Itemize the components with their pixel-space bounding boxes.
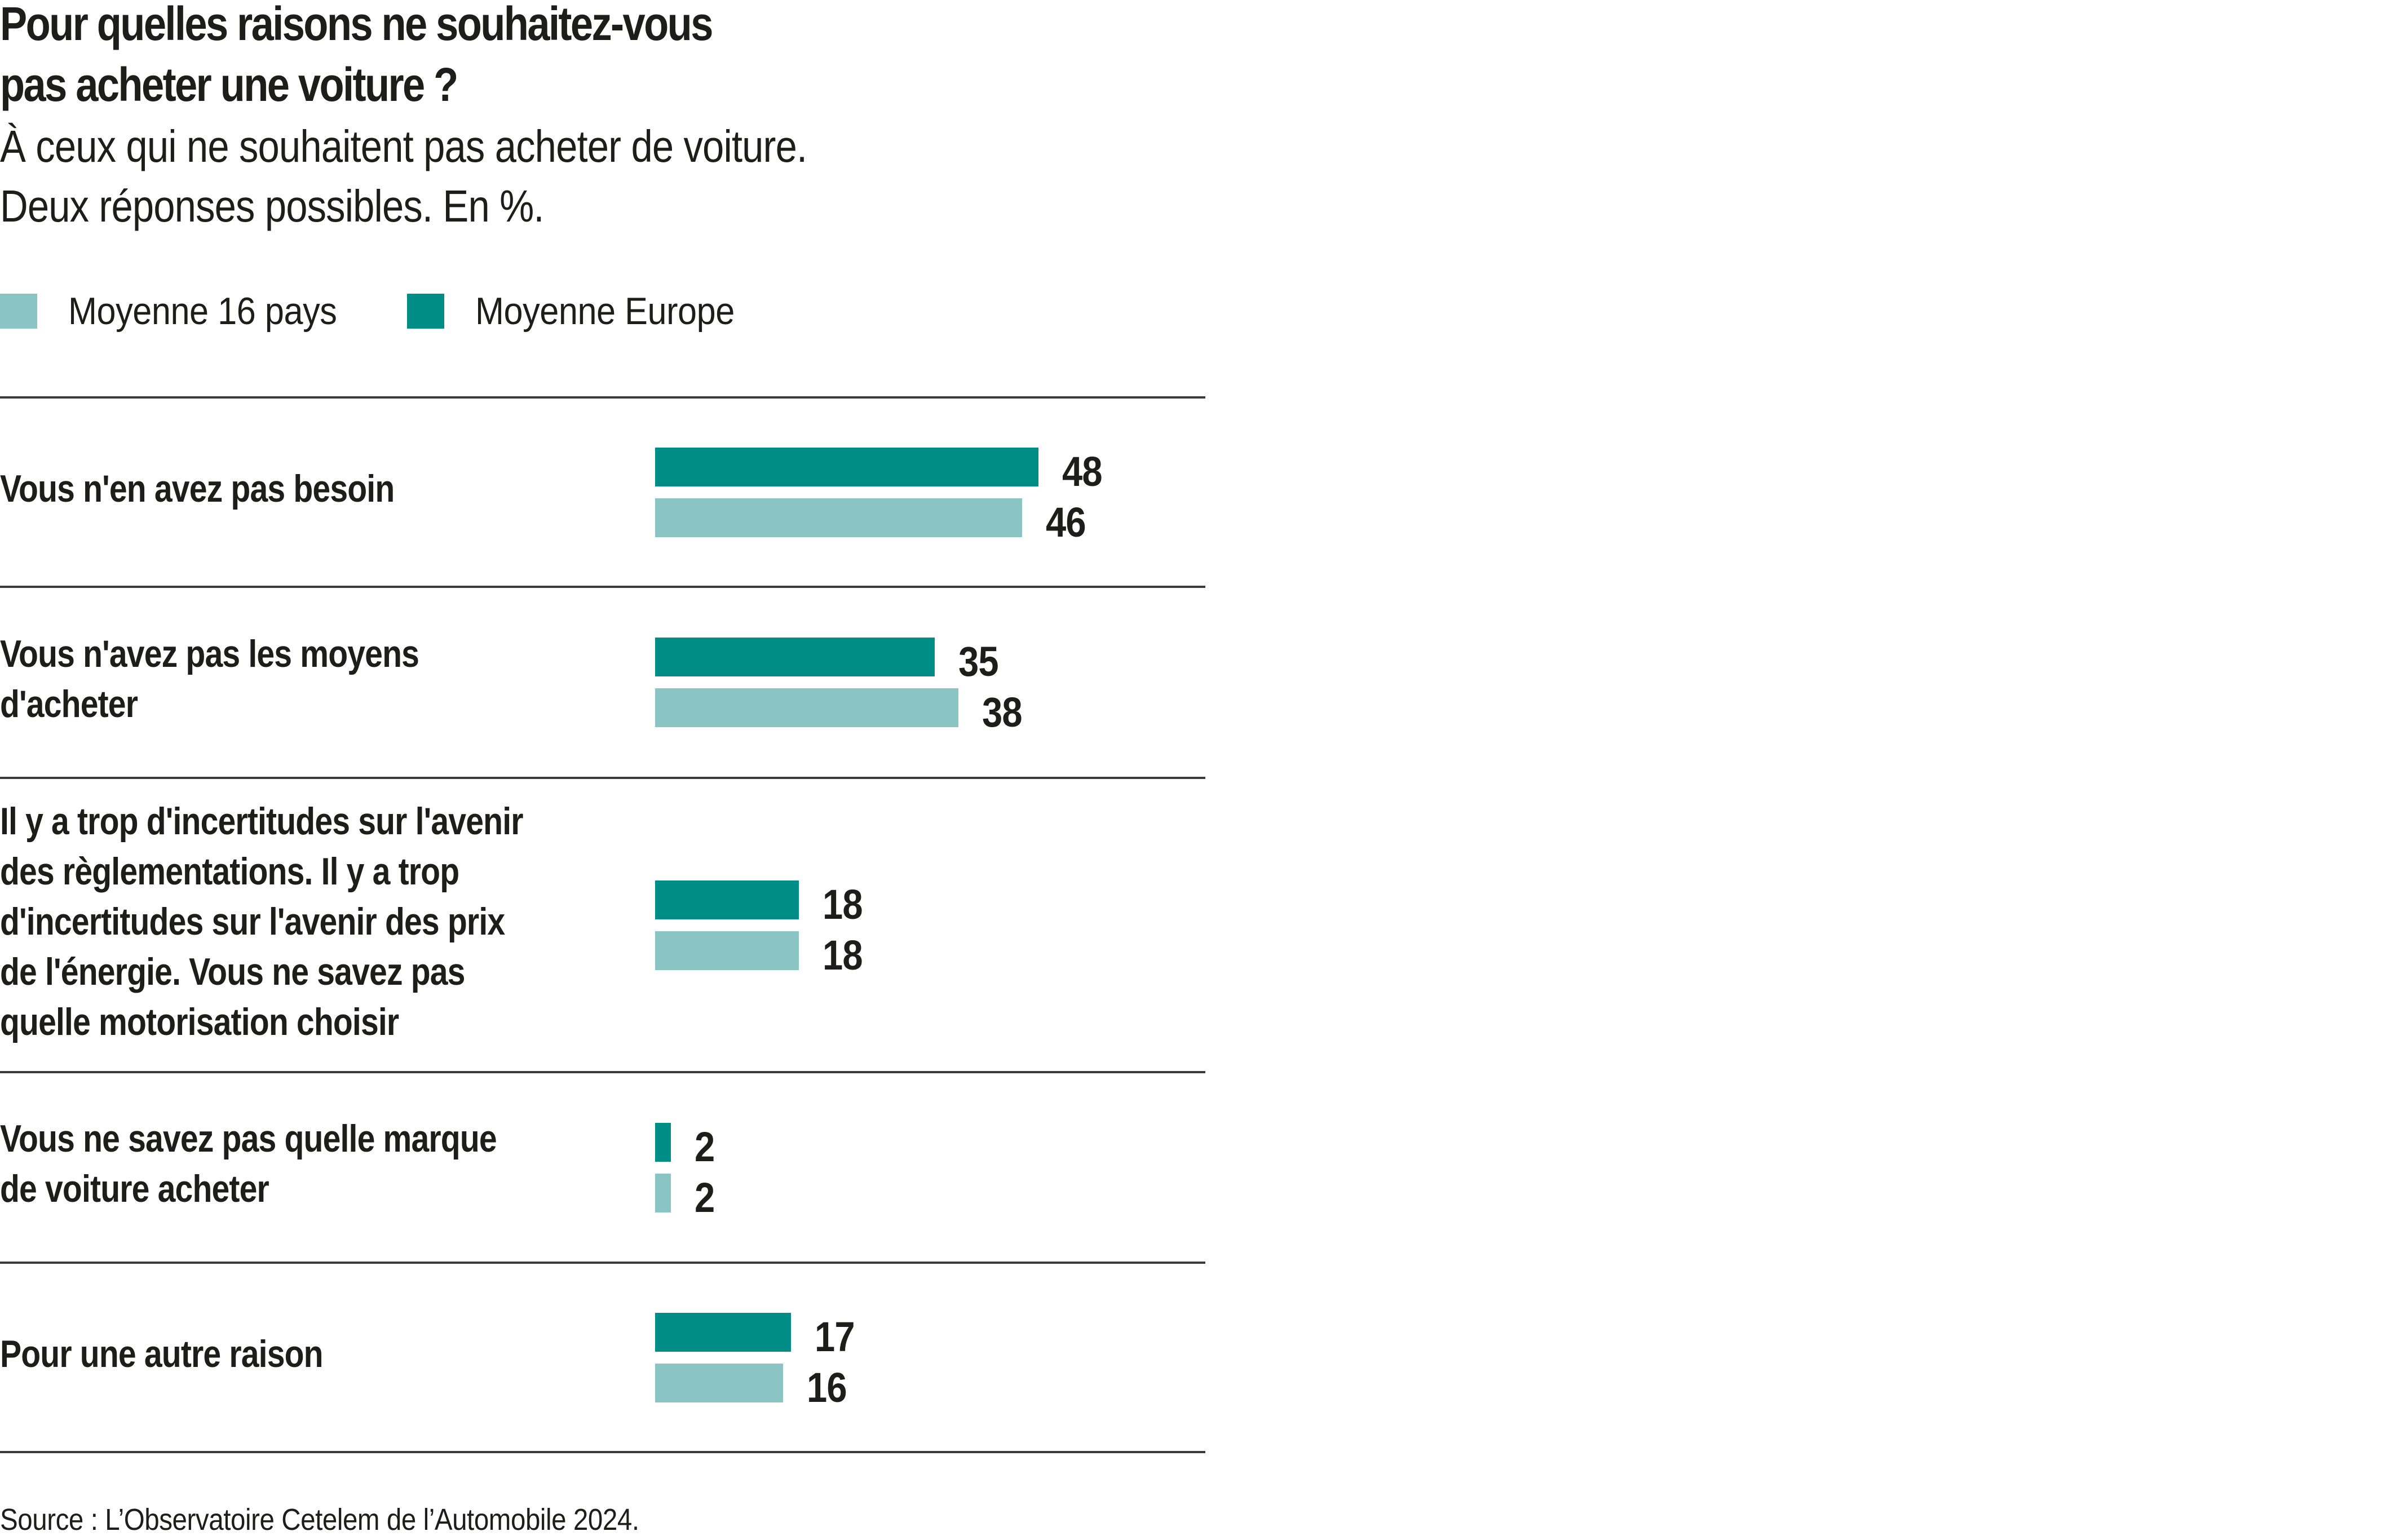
row-separator [0,777,1205,779]
category-label: Vous n'avez pas les moyens d'acheter [0,629,568,729]
category-label: Pour une autre raison [0,1329,568,1379]
bar-moyenne-europe [655,1312,791,1352]
category-label: Vous n'en avez pas besoin [0,464,568,514]
value-label-moyenne-16-pays: 2 [695,1174,715,1221]
legend-item-16-pays: Moyenne 16 pays [0,289,366,333]
legend-label-16-pays: Moyenne 16 pays [68,290,337,333]
value-label-moyenne-16-pays: 46 [1046,498,1086,546]
category-label-line: de l'énergie. Vous ne savez pas [0,950,465,993]
legend-swatch-16-pays [0,294,37,329]
legend-item-europe: Moyenne Europe [407,289,763,333]
value-label-moyenne-europe: 2 [695,1123,715,1170]
row-separator [0,396,1205,399]
chart-title-line: Pour quelles raisons ne souhaitez-vous [0,0,713,50]
category-label-line: de voiture acheter [0,1167,269,1210]
value-label-moyenne-16-pays: 16 [806,1364,847,1411]
category-label-line: des règlementations. Il y a trop [0,849,459,893]
legend-swatch-europe [407,294,445,329]
category-label-line: Vous ne savez pas quelle marque [0,1117,497,1160]
row-separator [0,1451,1205,1453]
chart-subtitle-line: À ceux qui ne souhaitent pas acheter de … [0,121,807,171]
category-label-line: Vous n'en avez pas besoin [0,467,395,510]
value-label-moyenne-europe: 18 [822,880,863,928]
chart-legend: Moyenne 16 pays Moyenne Europe [0,289,804,334]
chart-title: Pour quelles raisons ne souhaitez-vous p… [0,0,970,115]
value-label-moyenne-europe: 48 [1062,448,1103,495]
bar-moyenne-16-pays [655,1173,671,1212]
value-label-moyenne-16-pays: 18 [822,931,863,979]
value-label-moyenne-16-pays: 38 [982,689,1023,736]
category-label: Il y a trop d'incertitudes sur l'avenir d… [0,796,568,1047]
category-label-line: d'acheter [0,682,138,725]
chart-subtitle: À ceux qui ne souhaitent pas acheter de … [0,117,807,236]
source-note: Source : L’Observatoire Cetelem de l’Aut… [0,1503,639,1537]
row-separator [0,1071,1205,1073]
category-label-line: Pour une autre raison [0,1332,324,1375]
bar-moyenne-europe [655,447,1038,486]
value-label-moyenne-europe: 17 [814,1313,855,1360]
bar-moyenne-16-pays [655,1363,783,1402]
bar-moyenne-16-pays [655,931,799,970]
category-label-line: d'incertitudes sur l'avenir des prix [0,900,505,943]
row-separator [0,586,1205,588]
row-separator [0,1262,1205,1264]
bar-moyenne-europe [655,638,935,676]
bar-moyenne-europe [655,1122,671,1162]
category-label: Vous ne savez pas quelle marque de voitur… [0,1114,568,1214]
value-label-moyenne-europe: 35 [958,638,999,685]
bar-moyenne-europe [655,880,799,919]
bar-moyenne-16-pays [655,498,1023,537]
bar-moyenne-16-pays [655,688,959,727]
category-label-line: quelle motorisation choisir [0,1000,399,1043]
category-label-line: Il y a trop d'incertitudes sur l'avenir [0,799,523,843]
chart-subtitle-line: Deux réponses possibles. En %. [0,181,545,231]
legend-label-europe: Moyenne Europe [475,290,735,333]
category-label-line: Vous n'avez pas les moyens [0,632,419,675]
chart-title-line: pas acheter une voiture ? [0,58,458,111]
